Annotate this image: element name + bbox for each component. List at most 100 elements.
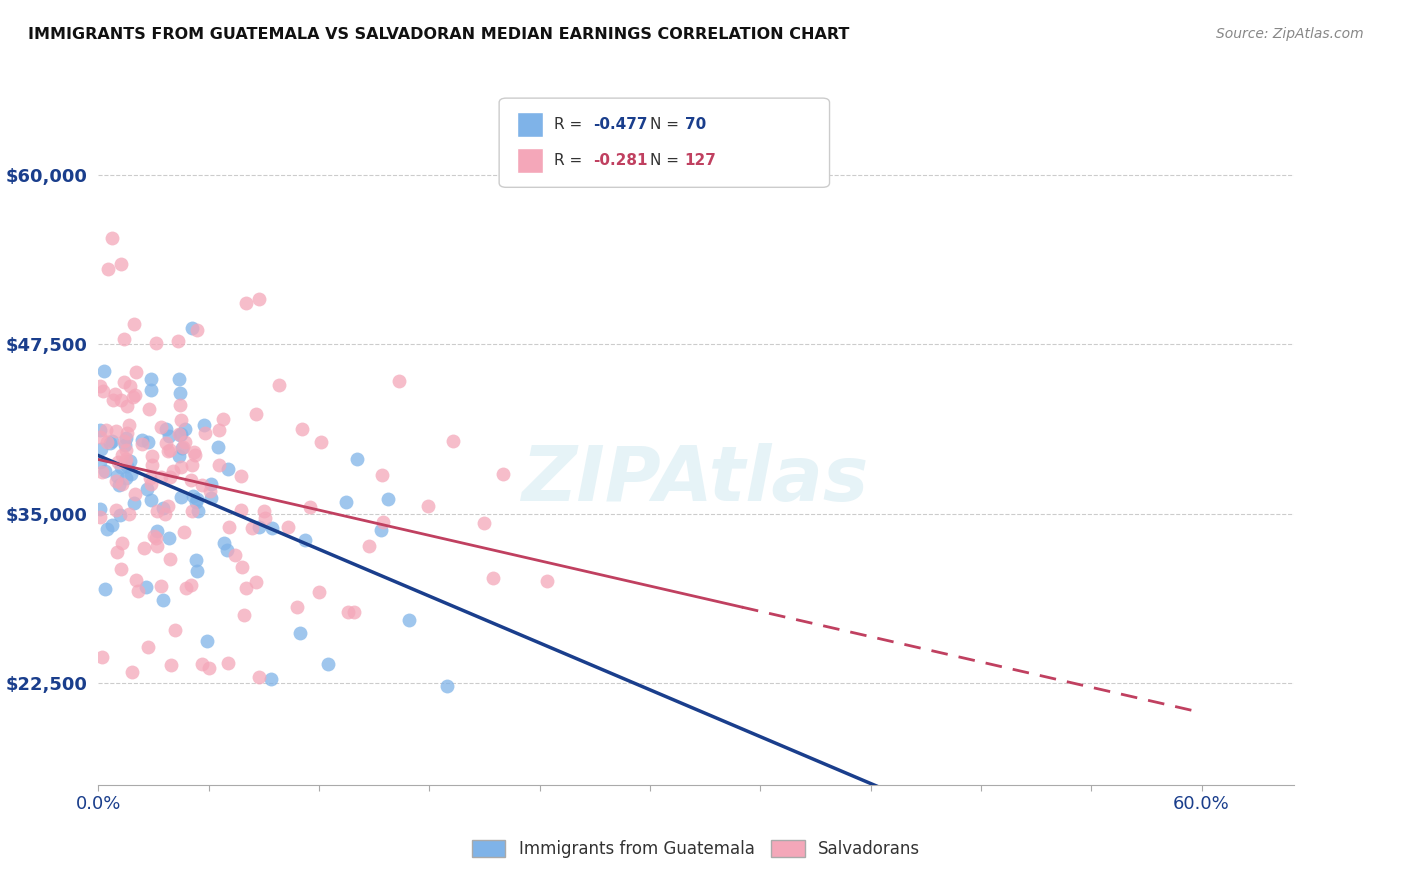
Point <box>198 483 221 498</box>
Point <box>100 518 122 533</box>
Point <box>247 293 270 307</box>
Point <box>108 478 131 492</box>
Point <box>308 585 330 599</box>
Point <box>121 390 143 404</box>
Point <box>218 520 240 534</box>
Point <box>245 407 267 421</box>
Point <box>127 583 149 598</box>
Point <box>110 392 132 407</box>
Point <box>240 521 263 535</box>
Text: N =: N = <box>650 118 683 132</box>
Point <box>90 465 112 479</box>
Point <box>193 417 215 432</box>
Point <box>89 455 111 469</box>
Point <box>180 321 202 335</box>
Point <box>159 552 181 566</box>
Point <box>191 657 214 671</box>
Point <box>139 476 162 491</box>
Point <box>155 422 177 436</box>
Point <box>111 536 134 550</box>
Point <box>104 424 127 438</box>
Point <box>167 449 190 463</box>
Point <box>94 464 117 478</box>
Point <box>170 413 193 427</box>
Point <box>110 257 132 271</box>
Point <box>169 427 191 442</box>
Point <box>112 376 135 390</box>
Point <box>101 392 124 407</box>
Point <box>110 508 132 523</box>
Point <box>229 468 252 483</box>
Point <box>181 504 204 518</box>
Point <box>174 582 197 596</box>
Point <box>267 378 290 392</box>
Text: ZIPAtlas: ZIPAtlas <box>522 443 870 516</box>
Point <box>335 495 357 509</box>
Point <box>115 471 138 485</box>
Text: R =: R = <box>554 153 588 168</box>
Point <box>150 470 173 484</box>
Point <box>145 531 167 545</box>
Point <box>125 365 148 379</box>
Point <box>141 492 163 507</box>
Point <box>110 562 132 576</box>
Point <box>370 523 392 537</box>
Point <box>224 548 246 562</box>
Point <box>139 372 162 386</box>
Point <box>135 580 157 594</box>
Point <box>492 467 515 481</box>
Point <box>124 388 146 402</box>
Point <box>482 571 505 585</box>
Point <box>316 657 339 671</box>
Point <box>231 503 253 517</box>
Point <box>536 574 558 588</box>
Point <box>190 478 212 492</box>
Point <box>231 560 253 574</box>
Point <box>200 476 222 491</box>
Point <box>215 543 238 558</box>
Point <box>181 458 204 472</box>
Point <box>181 489 204 503</box>
Point <box>90 442 112 457</box>
Point <box>110 460 132 475</box>
Point <box>172 440 194 454</box>
Point <box>146 540 169 554</box>
Point <box>162 465 184 479</box>
Point <box>138 401 160 416</box>
Point <box>207 440 229 454</box>
Point <box>472 516 495 530</box>
Point <box>197 661 219 675</box>
Point <box>157 499 180 513</box>
Point <box>170 459 193 474</box>
Point <box>217 657 239 671</box>
Point <box>155 508 177 522</box>
Point <box>170 491 193 505</box>
Point <box>212 535 235 549</box>
Point <box>89 430 111 444</box>
Point <box>253 504 276 518</box>
Point <box>183 445 205 459</box>
Point <box>112 434 135 448</box>
Text: IMMIGRANTS FROM GUATEMALA VS SALVADORAN MEDIAN EARNINGS CORRELATION CHART: IMMIGRANTS FROM GUATEMALA VS SALVADORAN … <box>28 27 849 42</box>
Point <box>93 364 115 378</box>
Point <box>89 501 111 516</box>
Point <box>150 579 173 593</box>
Point <box>200 491 222 505</box>
Point <box>114 452 136 467</box>
Point <box>346 452 368 467</box>
Point <box>105 475 128 489</box>
Point <box>146 524 169 538</box>
Point <box>187 504 209 518</box>
Point <box>208 458 231 472</box>
Point <box>110 477 132 491</box>
Point <box>117 418 139 433</box>
Text: -0.477: -0.477 <box>593 118 648 132</box>
Point <box>441 434 464 448</box>
Point <box>195 634 218 648</box>
Point <box>115 426 138 441</box>
Point <box>136 640 159 654</box>
Point <box>112 332 135 346</box>
Point <box>93 582 115 597</box>
Text: R =: R = <box>554 118 588 132</box>
Point <box>285 599 308 614</box>
